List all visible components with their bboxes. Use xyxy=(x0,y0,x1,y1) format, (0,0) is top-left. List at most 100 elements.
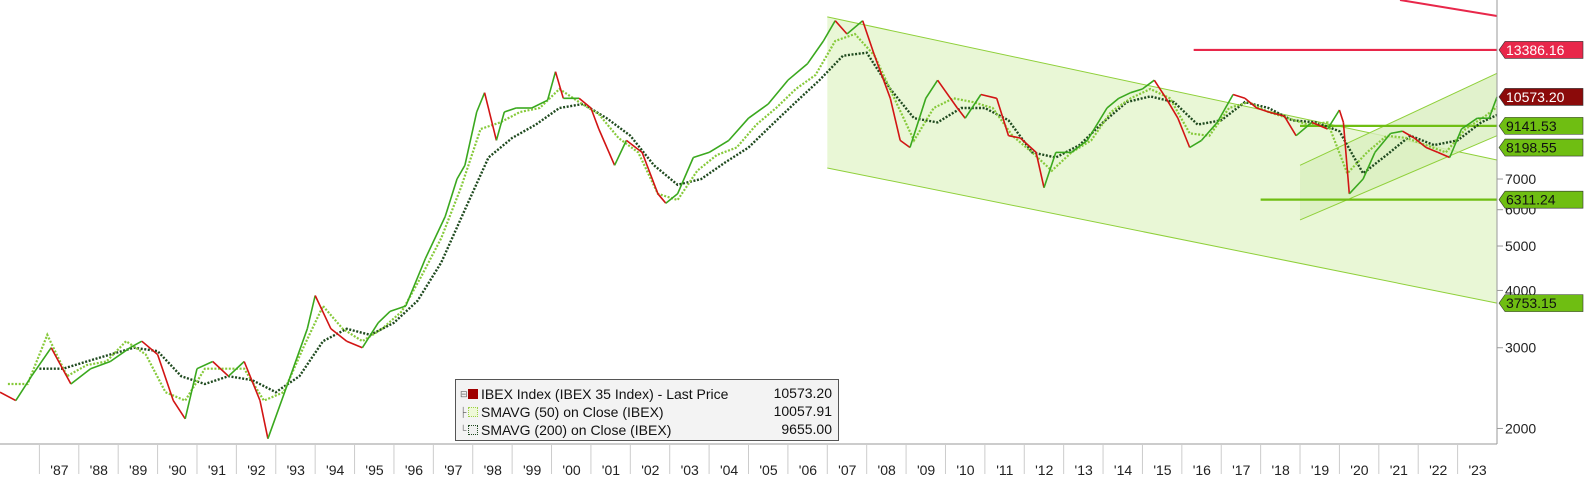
x-tick-label: '10 xyxy=(956,462,974,478)
price-segment xyxy=(613,140,628,166)
level-lines xyxy=(1193,0,1498,201)
price-segment xyxy=(405,257,427,307)
price-segment xyxy=(314,295,332,330)
price-segment xyxy=(1488,96,1498,119)
level-price-tags: 13386.16 10573.20 9141.53 8198.55 6311.24 375… xyxy=(1498,41,1584,312)
price-segment xyxy=(1311,121,1328,130)
price-segment xyxy=(822,20,836,42)
x-tick-label: '92 xyxy=(247,462,265,478)
price-segment xyxy=(1342,122,1351,194)
level-tag-label: 13386.16 xyxy=(1506,42,1565,58)
price-segment xyxy=(424,216,446,259)
price-segment xyxy=(1008,134,1021,139)
price-segment xyxy=(578,97,592,109)
price-segment xyxy=(1348,178,1364,195)
price-segment xyxy=(1130,88,1143,94)
x-tick-label: '22 xyxy=(1429,462,1447,478)
price-segment xyxy=(456,164,466,180)
price-segment xyxy=(243,361,261,401)
price-segment xyxy=(909,98,927,148)
legend-swatch-smavg-200 xyxy=(468,425,478,436)
price-segment xyxy=(1338,109,1345,123)
x-tick-label: '88 xyxy=(90,462,108,478)
legend-label: SMAVG (50) on Close (IBEX) xyxy=(481,404,664,421)
channel-lower-line xyxy=(827,167,1498,304)
price-segment xyxy=(464,111,478,166)
legend-value: 10573.20 xyxy=(773,385,832,401)
price-segment xyxy=(1106,97,1120,109)
price-segment xyxy=(90,360,111,370)
collapse-icon[interactable]: ⊟ xyxy=(460,389,468,400)
x-tick-label: '13 xyxy=(1075,462,1093,478)
price-segment xyxy=(641,152,659,195)
tree-branch-icon: ├ xyxy=(460,407,467,418)
price-segment xyxy=(70,368,92,385)
level-tag-5 xyxy=(1498,294,1584,312)
y-tick-label: 7000 xyxy=(1505,171,1536,187)
x-tick-label: '09 xyxy=(917,462,935,478)
x-tick-label: '97 xyxy=(444,462,462,478)
x-tick-label: '93 xyxy=(287,462,305,478)
price-segment xyxy=(1461,117,1478,130)
legend-item-smavg-50[interactable]: ├ SMAVG (50) on Close (IBEX) 10057.91 xyxy=(460,402,832,420)
level-tag-label: 9141.53 xyxy=(1506,118,1557,134)
price-segment xyxy=(889,98,901,141)
level-tag-4 xyxy=(1498,190,1584,209)
price-segment xyxy=(980,93,997,100)
price-segment xyxy=(483,92,498,141)
price-segment xyxy=(495,111,506,141)
price-segment xyxy=(184,368,198,419)
legend-item-ibex-last-price[interactable]: ⊟ IBEX Index (IBEX 35 Index) - Last Price… xyxy=(460,384,832,402)
level-tag-3 xyxy=(1498,138,1584,157)
price-segment xyxy=(0,391,17,402)
price-segment xyxy=(346,340,363,349)
price-segment xyxy=(1232,93,1246,100)
price-segment xyxy=(1295,121,1313,137)
price-segment xyxy=(995,98,1010,136)
price-segment xyxy=(676,157,695,195)
price-segment xyxy=(361,322,379,349)
x-tick-label: '08 xyxy=(878,462,896,478)
price-segment xyxy=(787,62,809,81)
price-segment xyxy=(1019,137,1037,153)
price-segment xyxy=(1177,117,1191,148)
level-tag-0 xyxy=(1498,41,1584,59)
level-tag-2 xyxy=(1498,117,1584,135)
price-segment xyxy=(1035,152,1045,188)
price-segment xyxy=(708,139,730,154)
y-tick-label: 5000 xyxy=(1505,238,1536,254)
x-tick-label: '19 xyxy=(1311,462,1329,478)
x-tick-label: '18 xyxy=(1272,462,1290,478)
price-segment xyxy=(834,20,848,35)
price-segment xyxy=(259,400,269,439)
x-tick-label: '21 xyxy=(1390,462,1408,478)
x-tick-label: '02 xyxy=(641,462,659,478)
x-tick-label: '95 xyxy=(365,462,383,478)
level-tag-1 xyxy=(1498,88,1584,106)
price-segment xyxy=(1165,97,1179,119)
price-segment xyxy=(1413,137,1427,149)
x-tick-label: '01 xyxy=(602,462,620,478)
price-segment xyxy=(767,79,789,105)
price-segment xyxy=(1086,107,1108,141)
x-tick-label: '00 xyxy=(562,462,580,478)
tree-branch-icon: └ xyxy=(460,425,467,436)
price-segment xyxy=(1256,107,1269,113)
price-segment xyxy=(156,354,175,401)
level-tag-label: 8198.55 xyxy=(1506,140,1557,156)
x-tick-label: '96 xyxy=(405,462,423,478)
price-segment xyxy=(693,151,710,159)
x-tick-label: '14 xyxy=(1114,462,1132,478)
x-tick-label: '98 xyxy=(484,462,502,478)
price-segment xyxy=(1390,130,1403,135)
legend-label: IBEX Index (IBEX 35 Index) - Last Price xyxy=(481,386,729,403)
price-segment xyxy=(141,340,159,356)
price-segment xyxy=(625,139,643,154)
price-segment xyxy=(1043,152,1057,188)
price-segment xyxy=(1374,132,1392,153)
chart-legend[interactable]: ⊟ IBEX Index (IBEX 35 Index) - Last Price… xyxy=(455,379,839,441)
price-segment xyxy=(227,360,245,377)
price-segment xyxy=(936,79,958,109)
legend-item-smavg-200[interactable]: └ SMAVG (200) on Close (IBEX) 9655.00 xyxy=(460,420,832,438)
